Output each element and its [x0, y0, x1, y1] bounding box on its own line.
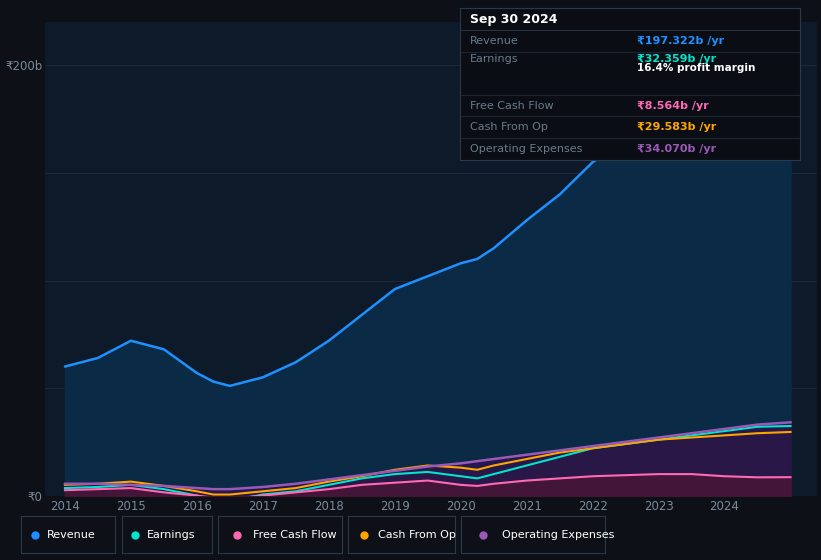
Text: 16.4% profit margin: 16.4% profit margin: [637, 63, 755, 73]
Text: ₹8.564b /yr: ₹8.564b /yr: [637, 101, 709, 111]
Text: Revenue: Revenue: [470, 36, 519, 46]
Text: Earnings: Earnings: [470, 54, 519, 64]
Text: ₹32.359b /yr: ₹32.359b /yr: [637, 54, 716, 64]
Text: Revenue: Revenue: [47, 530, 96, 539]
Text: Cash From Op: Cash From Op: [470, 122, 548, 132]
Text: Earnings: Earnings: [147, 530, 195, 539]
Text: ₹34.070b /yr: ₹34.070b /yr: [637, 144, 716, 154]
Text: Free Cash Flow: Free Cash Flow: [253, 530, 337, 539]
Text: Operating Expenses: Operating Expenses: [470, 144, 582, 154]
Text: Operating Expenses: Operating Expenses: [502, 530, 614, 539]
Text: ₹29.583b /yr: ₹29.583b /yr: [637, 122, 716, 132]
Text: Sep 30 2024: Sep 30 2024: [470, 13, 557, 26]
Text: Cash From Op: Cash From Op: [378, 530, 456, 539]
Text: ₹197.322b /yr: ₹197.322b /yr: [637, 36, 724, 46]
Text: Free Cash Flow: Free Cash Flow: [470, 101, 553, 111]
